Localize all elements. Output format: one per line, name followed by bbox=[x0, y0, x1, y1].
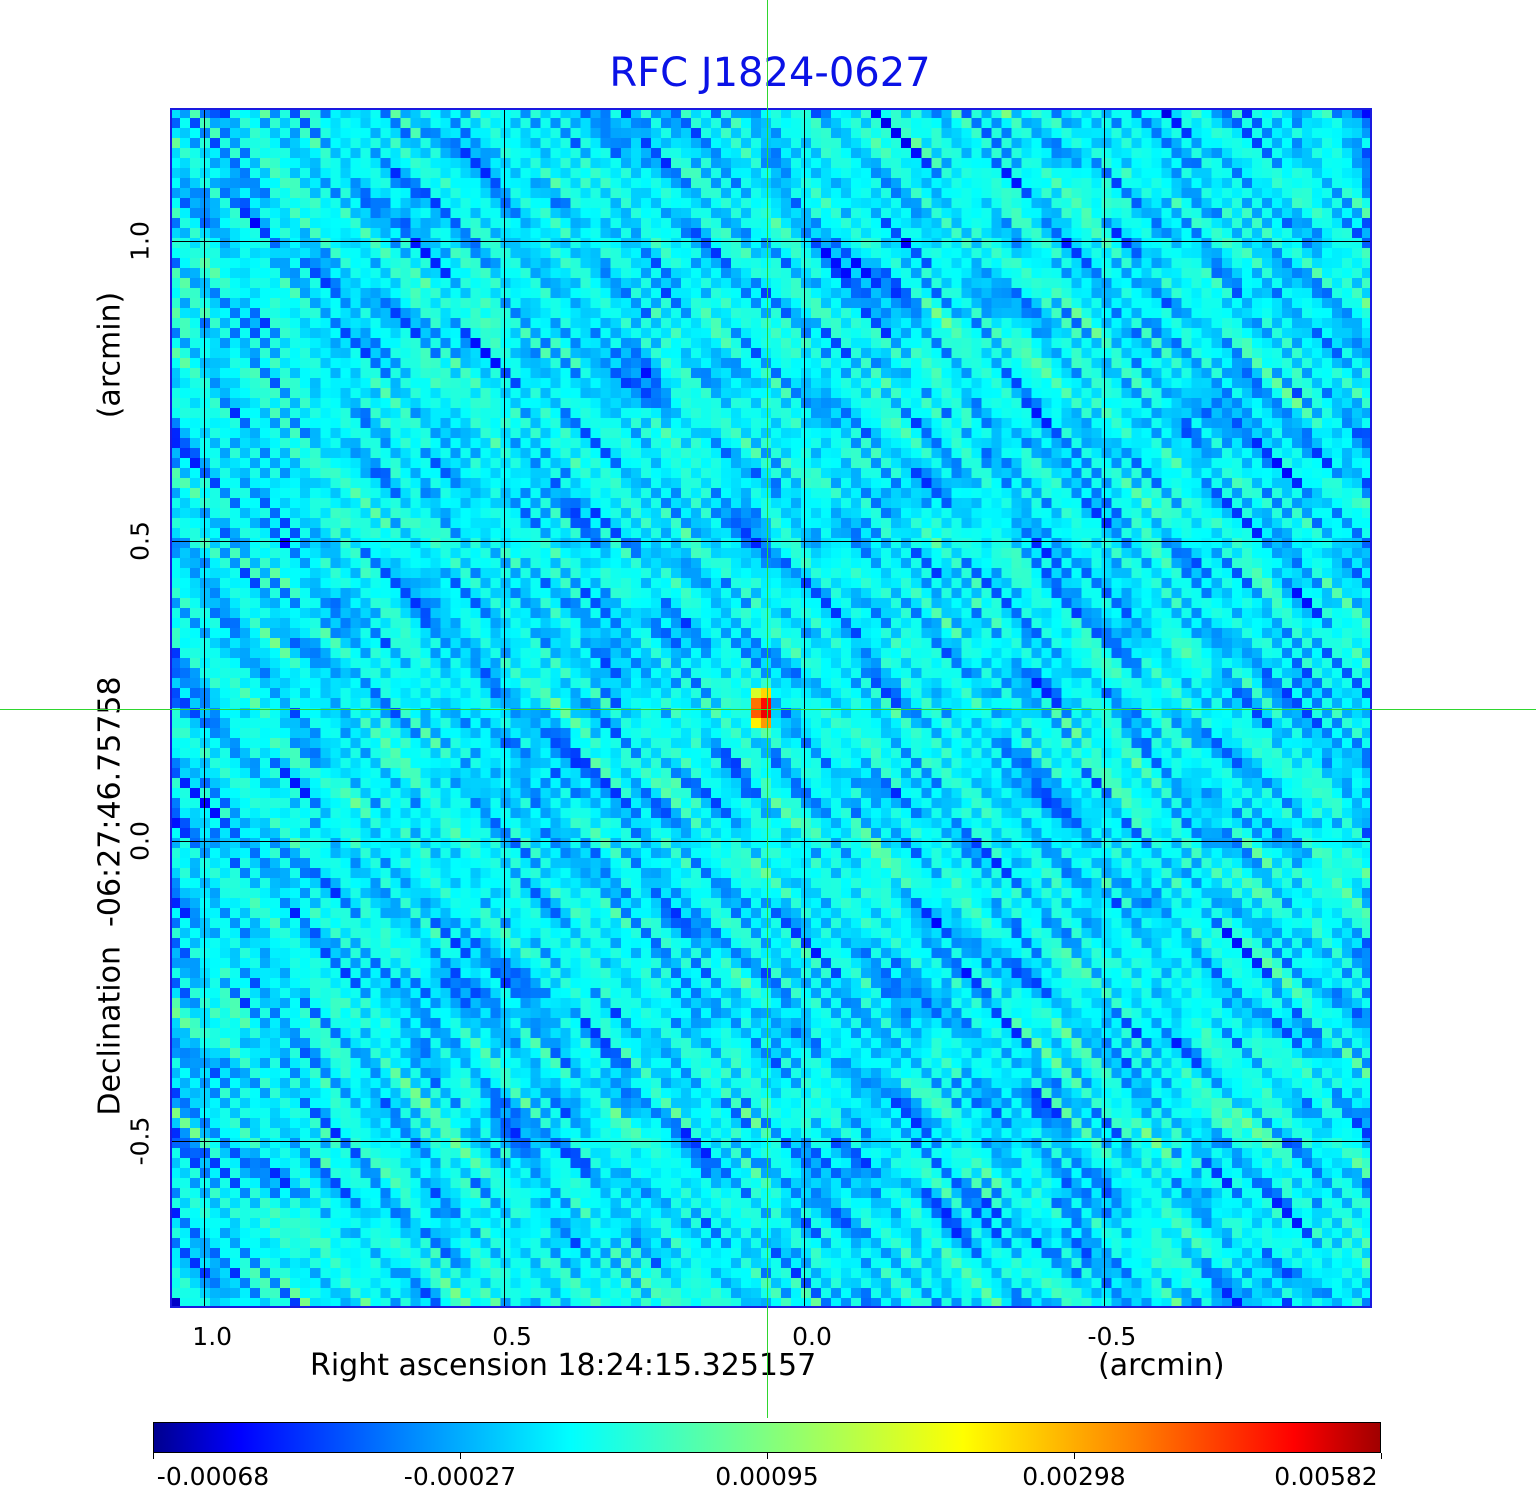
colorbar-tick bbox=[1074, 1453, 1075, 1459]
colorbar-tick-label: 0.00095 bbox=[715, 1462, 819, 1491]
plot-frame bbox=[170, 108, 1372, 1308]
x-tick-label: 1.0 bbox=[192, 1322, 233, 1351]
x-tick-label: -0.5 bbox=[1087, 1322, 1137, 1351]
x-axis-unit: (arcmin) bbox=[1098, 1348, 1225, 1383]
y-tick-label: 0.0 bbox=[125, 821, 155, 862]
y-tick-label: 0.5 bbox=[125, 521, 155, 562]
x-tick-label: 0.0 bbox=[792, 1322, 832, 1351]
grid-line-horizontal bbox=[170, 241, 1372, 243]
x-tick-label: 0.5 bbox=[492, 1322, 532, 1351]
x-axis-label: Right ascension 18:24:15.325157 bbox=[310, 1348, 817, 1383]
colorbar-tick-label: 0.00582 bbox=[1274, 1462, 1378, 1491]
colorbar-tick-label: -0.00068 bbox=[156, 1462, 270, 1491]
heatmap-image bbox=[170, 108, 1372, 1308]
grid-line-vertical bbox=[803, 108, 805, 1308]
y-axis-unit: (arcmin) bbox=[92, 291, 128, 419]
grid-line-horizontal bbox=[170, 541, 1372, 543]
colorbar-tick bbox=[1381, 1453, 1382, 1459]
colorbar-tick bbox=[767, 1453, 768, 1459]
colorbar-tick bbox=[460, 1453, 461, 1459]
colorbar-tick bbox=[153, 1453, 154, 1459]
y-tick-label: 1.0 bbox=[125, 221, 155, 262]
grid-line-horizontal bbox=[170, 1141, 1372, 1143]
grid-line-vertical bbox=[204, 108, 206, 1308]
colorbar-tick-label: -0.00027 bbox=[403, 1462, 517, 1491]
y-axis-label: Declination -06:27:46.75758 bbox=[92, 676, 128, 1116]
grid-line-vertical bbox=[1103, 108, 1105, 1308]
grid-line-horizontal bbox=[170, 841, 1372, 843]
colorbar bbox=[153, 1422, 1381, 1453]
colorbar-tick-label: 0.00298 bbox=[1022, 1462, 1126, 1491]
y-tick-label: -0.5 bbox=[125, 1116, 155, 1166]
crosshair-horizontal bbox=[0, 709, 1536, 710]
grid-line-vertical bbox=[504, 108, 506, 1308]
chart-title: RFC J1824-0627 bbox=[609, 50, 931, 96]
